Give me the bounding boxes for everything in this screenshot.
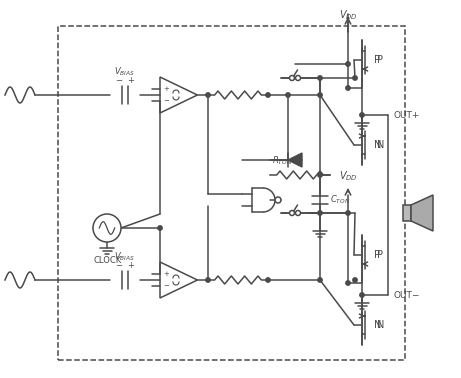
Text: $R_{TON}$: $R_{TON}$: [272, 155, 292, 167]
Circle shape: [286, 93, 290, 97]
Bar: [403, 205, 411, 221]
Text: N: N: [377, 140, 384, 150]
Text: N: N: [374, 320, 381, 330]
Circle shape: [346, 281, 350, 285]
Text: −: −: [163, 283, 169, 289]
Text: P: P: [377, 250, 383, 260]
Circle shape: [206, 278, 210, 282]
Text: +: +: [128, 76, 135, 85]
Text: N: N: [377, 320, 384, 330]
Text: −: −: [116, 261, 123, 270]
Polygon shape: [288, 153, 302, 167]
Circle shape: [318, 211, 322, 215]
Text: P: P: [374, 250, 380, 260]
Circle shape: [353, 76, 357, 80]
Circle shape: [360, 293, 364, 297]
Circle shape: [346, 211, 350, 215]
Text: $V_{DD}$: $V_{DD}$: [338, 8, 357, 22]
Text: $V_{BIAS}$: $V_{BIAS}$: [114, 65, 136, 78]
Circle shape: [275, 197, 281, 203]
Circle shape: [318, 278, 322, 282]
Circle shape: [318, 93, 322, 97]
Circle shape: [206, 93, 210, 97]
Text: OUT+: OUT+: [393, 110, 420, 119]
Text: OUT−: OUT−: [393, 291, 420, 299]
Circle shape: [318, 173, 322, 177]
Text: $C_{TON}$: $C_{TON}$: [330, 194, 350, 206]
Circle shape: [266, 278, 270, 282]
Circle shape: [346, 86, 350, 90]
Polygon shape: [411, 195, 433, 231]
Text: $V_{BIAS}$: $V_{BIAS}$: [114, 251, 136, 263]
Circle shape: [290, 211, 295, 215]
Circle shape: [346, 62, 350, 66]
Circle shape: [158, 226, 162, 230]
Circle shape: [353, 278, 357, 282]
Circle shape: [318, 76, 322, 80]
Text: N: N: [374, 140, 381, 150]
Text: CLOCK: CLOCK: [94, 256, 122, 265]
Text: P: P: [374, 55, 380, 65]
Circle shape: [296, 76, 301, 81]
Text: +: +: [163, 86, 169, 92]
Circle shape: [266, 93, 270, 97]
Circle shape: [360, 113, 364, 117]
Circle shape: [296, 211, 301, 215]
Text: P: P: [377, 55, 383, 65]
Text: −: −: [116, 76, 123, 85]
Text: $V_{DD}$: $V_{DD}$: [338, 169, 357, 183]
Circle shape: [290, 76, 295, 81]
Circle shape: [93, 214, 121, 242]
FancyBboxPatch shape: [58, 26, 405, 360]
Text: −: −: [163, 98, 169, 104]
Text: +: +: [163, 271, 169, 277]
Text: +: +: [128, 261, 135, 270]
